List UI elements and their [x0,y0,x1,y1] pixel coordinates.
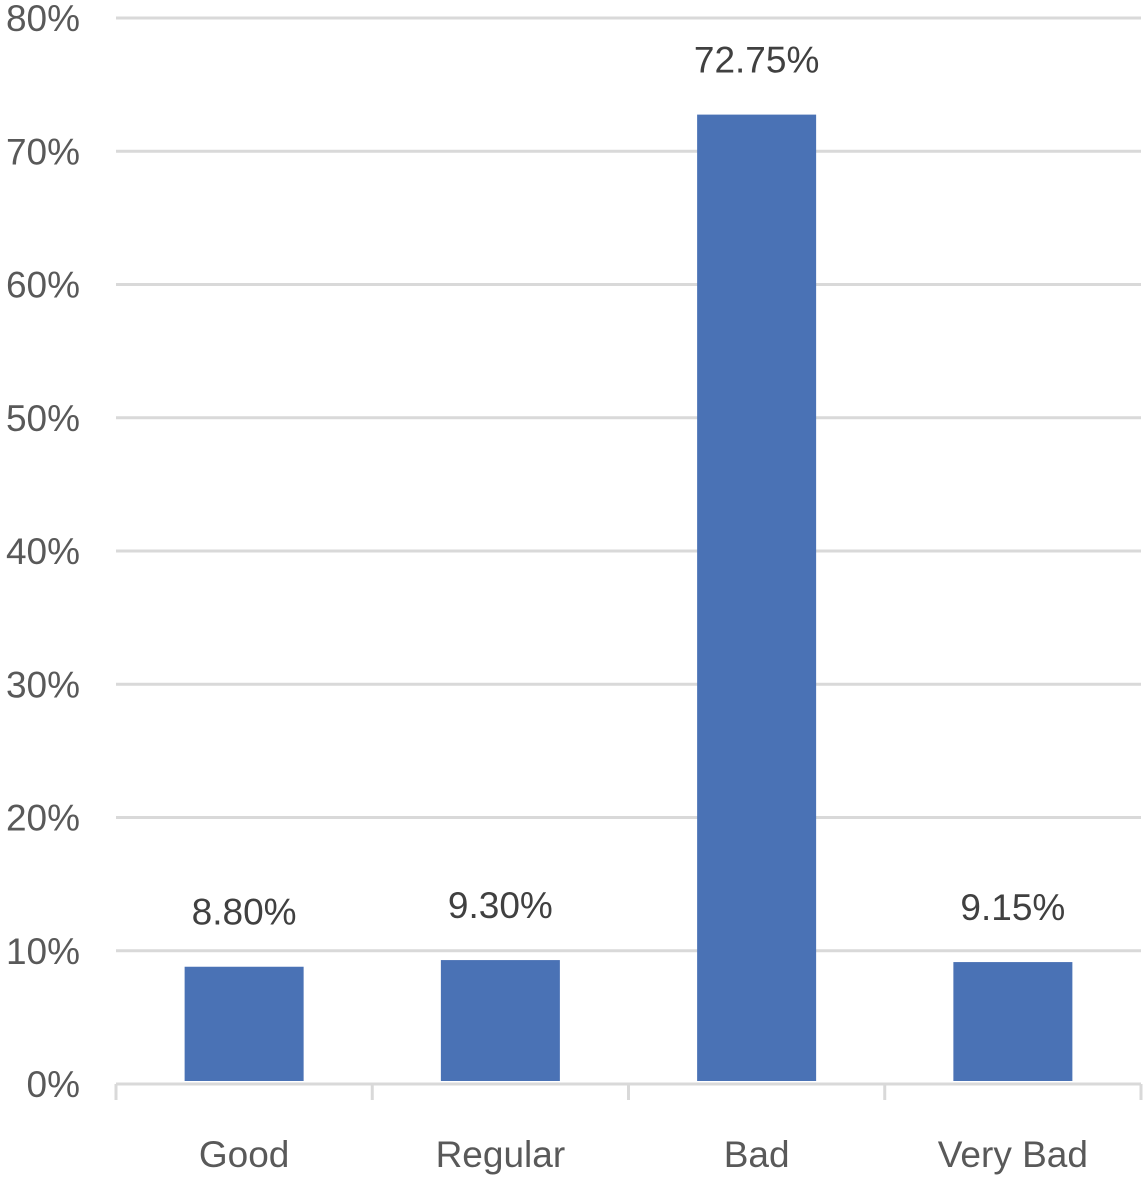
y-tick-label: 10% [6,931,80,972]
bars [184,114,1073,1081]
data-labels: 8.80% 9.30% 72.75% 9.15% [192,40,1066,933]
bar-regular [440,960,560,1081]
y-tick-label: 70% [6,131,80,172]
y-axis-tick-labels: 0% 10% 20% 30% 40% 50% 60% 70% 80% [6,0,80,1105]
bar-good [184,966,304,1081]
bar-very-bad [953,962,1073,1081]
data-label: 9.30% [448,885,553,926]
x-tick-label: Bad [724,1134,790,1175]
y-tick-label: 80% [6,0,80,39]
y-tick-label: 60% [6,265,80,306]
x-tick-label: Regular [436,1134,566,1175]
data-label: 72.75% [694,40,820,81]
data-label: 8.80% [192,892,297,933]
x-tick-label: Very Bad [938,1134,1088,1175]
x-tick-label: Good [199,1134,290,1175]
x-axis-tick-labels: Good Regular Bad Very Bad [199,1134,1088,1175]
data-label: 9.15% [960,887,1065,928]
y-tick-label: 40% [6,531,80,572]
y-tick-label: 50% [6,398,80,439]
bar-bad [697,114,817,1081]
gridlines [116,16,1141,953]
x-axis [114,1082,1143,1100]
y-tick-label: 30% [6,664,80,705]
y-tick-label: 0% [27,1064,80,1105]
y-tick-label: 20% [6,798,80,839]
